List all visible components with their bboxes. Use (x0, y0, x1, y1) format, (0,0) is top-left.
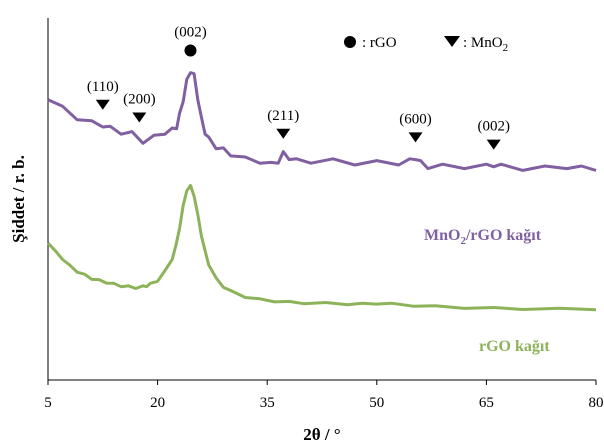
legend-mno2-label: : MnO2 (463, 35, 508, 54)
peak-marker-triangle-icon (95, 99, 110, 110)
series-label-mno2-rest: /rGO kağıt (465, 227, 542, 244)
x-ticks: 5 20 35 50 65 80 (44, 380, 604, 411)
series-layer (46, 71, 597, 312)
peak-label: (211) (267, 108, 299, 124)
legend-mno2-triangle-icon (444, 36, 460, 47)
series-line-mno2-rgo (47, 71, 597, 172)
x-tick-label: 20 (150, 395, 165, 411)
peak-label: (002) (174, 24, 207, 40)
peak-label: (600) (399, 111, 432, 127)
series-label-mno2-main: MnO (424, 227, 460, 244)
peak-label: (002) (477, 119, 510, 135)
peak-marker-circle-icon (184, 44, 197, 57)
peak-label: (200) (123, 91, 156, 107)
legend: : rGO : MnO2 (344, 35, 508, 54)
series-line-rgo (46, 184, 597, 312)
peak-marker-triangle-icon (276, 128, 291, 139)
y-axis-title: Şiddet / r. b. (9, 155, 28, 243)
plot-area: (002) (110)(200) (211) (600) (002) 5 20 35 50 65… (44, 18, 604, 411)
peak-annotations: (002) (110)(200) (211) (600) (002) (87, 24, 510, 150)
peak-marker-triangle-icon (132, 112, 147, 123)
series-label-mno2-rgo: MnO2/rGO kağıt (424, 227, 542, 247)
legend-rgo-circle-icon (344, 36, 356, 48)
peak-marker-triangle-icon (408, 132, 423, 143)
peak-label: (110) (87, 79, 119, 95)
x-axis-title: 2θ / ° (303, 425, 340, 444)
legend-mno2-main: : MnO (463, 35, 503, 51)
x-tick-label: 50 (369, 395, 384, 411)
x-tick-label: 80 (589, 395, 604, 411)
series-label-rgo: rGO kağıt (479, 338, 550, 355)
x-tick-label: 5 (44, 395, 52, 411)
peak-marker-triangle-icon (486, 139, 501, 150)
x-tick-label: 65 (479, 395, 494, 411)
legend-rgo-label: : rGO (362, 35, 397, 51)
legend-mno2-subscript: 2 (503, 42, 509, 54)
series-label-mno2-subscript: 2 (460, 235, 466, 247)
x-tick-label: 35 (260, 395, 275, 411)
